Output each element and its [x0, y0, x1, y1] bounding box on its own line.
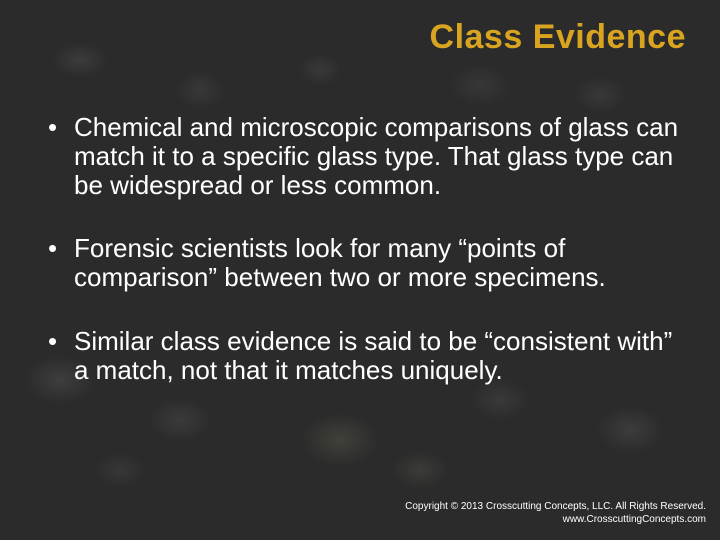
- footer-copyright: Copyright © 2013 Crosscutting Concepts, …: [405, 501, 706, 514]
- slide-container: Class Evidence Chemical and microscopic …: [0, 0, 720, 540]
- footer: Copyright © 2013 Crosscutting Concepts, …: [405, 501, 706, 526]
- bullet-item: Forensic scientists look for many “point…: [48, 234, 692, 292]
- bullet-text: Chemical and microscopic comparisons of …: [74, 112, 678, 200]
- bullet-list: Chemical and microscopic comparisons of …: [28, 113, 692, 385]
- bullet-item: Similar class evidence is said to be “co…: [48, 327, 692, 385]
- bullet-item: Chemical and microscopic comparisons of …: [48, 113, 692, 200]
- footer-url: www.CrosscuttingConcepts.com: [405, 514, 706, 527]
- slide-title: Class Evidence: [28, 18, 686, 57]
- bullet-text: Forensic scientists look for many “point…: [74, 233, 606, 292]
- bullet-text: Similar class evidence is said to be “co…: [74, 326, 672, 385]
